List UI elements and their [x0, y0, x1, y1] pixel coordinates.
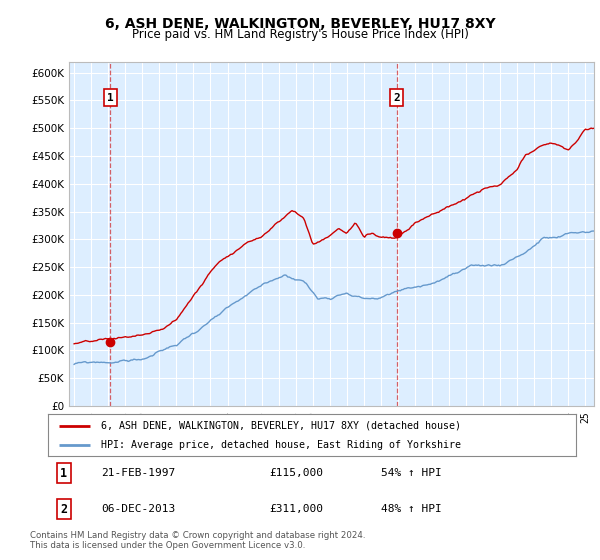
Text: 21-FEB-1997: 21-FEB-1997 [101, 468, 175, 478]
Text: 06-DEC-2013: 06-DEC-2013 [101, 505, 175, 515]
Text: Contains HM Land Registry data © Crown copyright and database right 2024.
This d: Contains HM Land Registry data © Crown c… [30, 531, 365, 550]
Text: £115,000: £115,000 [270, 468, 324, 478]
Text: 48% ↑ HPI: 48% ↑ HPI [380, 505, 442, 515]
Text: 6, ASH DENE, WALKINGTON, BEVERLEY, HU17 8XY (detached house): 6, ASH DENE, WALKINGTON, BEVERLEY, HU17 … [101, 421, 461, 431]
Text: 1: 1 [107, 93, 114, 102]
Text: 6, ASH DENE, WALKINGTON, BEVERLEY, HU17 8XY: 6, ASH DENE, WALKINGTON, BEVERLEY, HU17 … [104, 16, 496, 30]
Text: 2: 2 [393, 93, 400, 102]
Text: 2: 2 [60, 503, 67, 516]
Text: 1: 1 [60, 467, 67, 480]
Text: 54% ↑ HPI: 54% ↑ HPI [380, 468, 442, 478]
Text: HPI: Average price, detached house, East Riding of Yorkshire: HPI: Average price, detached house, East… [101, 440, 461, 450]
Text: £311,000: £311,000 [270, 505, 324, 515]
Text: Price paid vs. HM Land Registry's House Price Index (HPI): Price paid vs. HM Land Registry's House … [131, 28, 469, 41]
